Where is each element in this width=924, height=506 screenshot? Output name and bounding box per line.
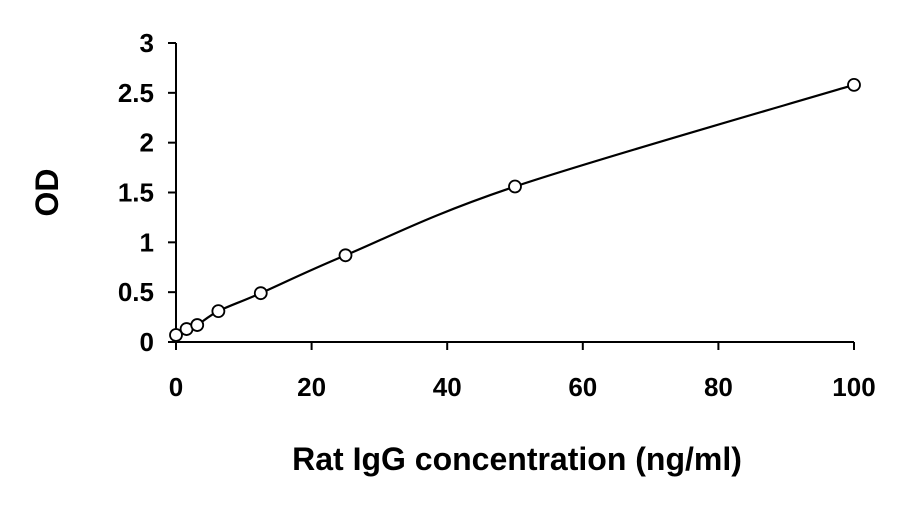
y-axis-title: OD [29, 169, 65, 217]
x-axis-ticks [175, 342, 855, 350]
x-tick-label: 100 [832, 372, 875, 402]
y-tick-label: 1 [140, 227, 154, 257]
data-point [169, 328, 183, 342]
y-tick-label: 0.5 [118, 277, 154, 307]
x-axis-title: Rat IgG concentration (ng/ml) [292, 441, 742, 477]
y-tick-label: 2.5 [118, 78, 154, 108]
y-axis-tick-labels: 0 0.5 1 1.5 2 2.5 3 [118, 28, 154, 357]
data-point [508, 179, 522, 194]
data-point [338, 248, 353, 263]
y-tick-label: 1.5 [118, 178, 154, 208]
data-points [169, 77, 861, 342]
y-tick-label: 0 [140, 327, 154, 357]
fit-curve-line [175, 83, 855, 336]
y-axis-ticks [168, 42, 176, 343]
y-tick-label: 3 [140, 28, 154, 58]
data-point [190, 318, 205, 332]
x-tick-label: 40 [433, 372, 462, 402]
x-tick-label: 20 [297, 372, 326, 402]
x-axis-tick-labels: 0 20 40 60 80 100 [169, 372, 876, 402]
x-tick-label: 60 [568, 372, 597, 402]
data-point [211, 304, 226, 319]
x-tick-label: 80 [704, 372, 733, 402]
x-tick-label: 0 [169, 372, 183, 402]
data-point [253, 286, 268, 301]
data-point [847, 77, 861, 92]
y-tick-label: 2 [140, 128, 154, 158]
